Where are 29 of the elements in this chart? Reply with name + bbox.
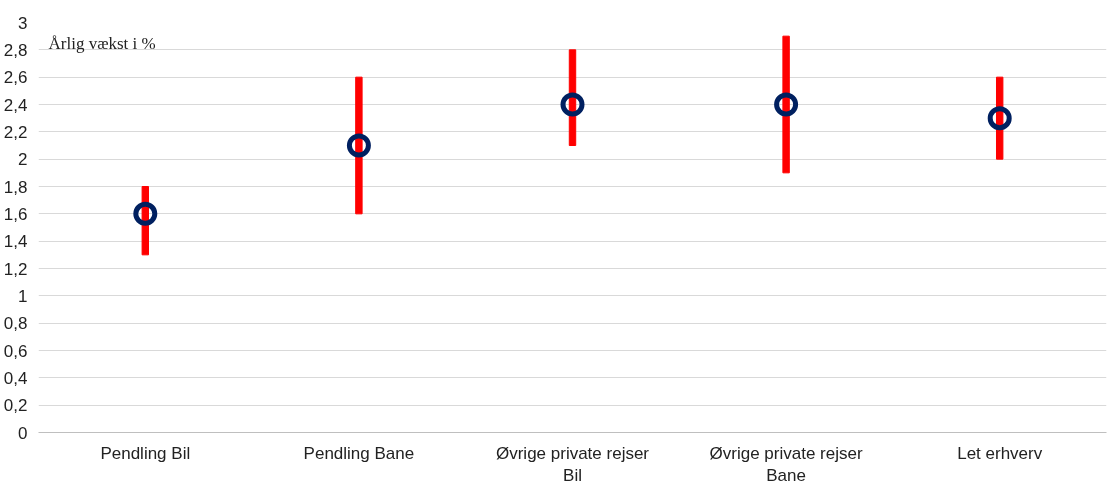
- y-tick-label: 1: [18, 286, 28, 306]
- annotation: Årlig vækst i %: [48, 33, 156, 53]
- y-tick-label: 0,2: [3, 396, 28, 416]
- x-tick-label: Øvrige private rejser Bil: [495, 443, 650, 486]
- bar: [355, 76, 363, 215]
- point: [560, 92, 585, 117]
- y-tick-label: 0: [18, 423, 28, 443]
- point: [987, 106, 1012, 131]
- y-tick-label: 0,6: [3, 341, 28, 361]
- y-tick-label: 1,8: [3, 177, 28, 197]
- bar: [782, 35, 790, 174]
- y-tick-label: 3: [18, 13, 28, 33]
- y-tick-label: 1,6: [3, 204, 28, 224]
- y-tick-label: 2: [18, 150, 28, 170]
- point: [346, 133, 371, 158]
- y-tick-label: 2,6: [3, 68, 28, 88]
- y-tick-label: 2,2: [3, 122, 28, 142]
- y-tick-label: 0,8: [3, 314, 28, 334]
- x-tick-label: Pendling Bil: [100, 443, 191, 463]
- x-tick-label: Let erhverv: [957, 443, 1043, 463]
- y-tick-label: 0,4: [3, 368, 28, 388]
- y-tick-label: 1,4: [3, 232, 28, 252]
- point: [133, 201, 158, 226]
- y-tick-label: 1,2: [3, 259, 28, 279]
- y-tick-label: 2,4: [3, 95, 28, 115]
- x-tick-label: Pendling Bane: [303, 443, 415, 463]
- x-tick-label: Øvrige private rejser Bane: [709, 443, 863, 486]
- y-tick-label: 2,8: [3, 40, 28, 60]
- point: [774, 92, 799, 117]
